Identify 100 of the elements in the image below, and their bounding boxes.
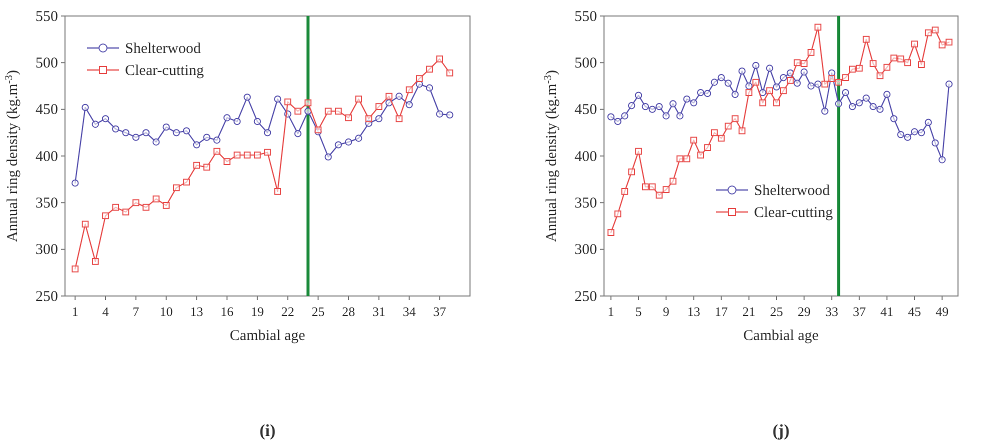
point: [112, 125, 120, 133]
point: [234, 152, 241, 158]
point: [897, 130, 904, 138]
point: [386, 92, 392, 100]
point: [773, 99, 780, 106]
point: [112, 204, 120, 211]
point: [710, 78, 718, 86]
point: [835, 78, 842, 86]
point: [697, 152, 704, 158]
point: [897, 56, 904, 62]
point: [274, 95, 282, 103]
point: [132, 134, 140, 141]
point: [132, 199, 140, 206]
point: [669, 100, 677, 108]
point: [780, 74, 788, 82]
point: [628, 102, 636, 110]
point: [766, 87, 774, 94]
point: [786, 76, 794, 84]
point: [738, 67, 746, 75]
point: [814, 80, 822, 88]
y-tick-label: 550: [36, 8, 58, 25]
point: [142, 204, 150, 211]
x-tick-label: 37: [852, 304, 866, 319]
point: [213, 136, 220, 144]
point: [614, 118, 622, 126]
point: [244, 94, 251, 101]
point: [732, 90, 739, 98]
point: [436, 56, 444, 62]
point: [821, 80, 828, 88]
point: [724, 80, 732, 87]
point: [862, 36, 870, 43]
x-tick-label: 41: [880, 304, 894, 319]
x-tick-label: 25: [312, 304, 325, 319]
point: [304, 99, 312, 106]
point: [344, 138, 352, 146]
point: [945, 80, 953, 88]
point: [911, 40, 918, 48]
x-tick-label: 13: [687, 304, 700, 319]
x-tick-label: 22: [281, 304, 294, 319]
point: [718, 74, 725, 82]
point: [938, 156, 946, 164]
point: [607, 113, 614, 120]
point: [304, 108, 312, 115]
point: [835, 100, 842, 108]
point: [396, 92, 403, 100]
point: [904, 134, 912, 141]
x-tick-label: 10: [160, 304, 173, 319]
point: [244, 152, 251, 158]
point: [732, 115, 739, 122]
point: [648, 183, 656, 190]
y-tick-label: 250: [36, 288, 58, 305]
point: [628, 168, 636, 176]
point: [294, 108, 302, 115]
point: [842, 88, 850, 96]
point: [621, 188, 628, 195]
point: [924, 29, 932, 36]
point: [800, 60, 808, 68]
point: [406, 101, 413, 108]
point: [918, 61, 925, 68]
point: [683, 95, 690, 103]
point: [142, 129, 150, 136]
point: [102, 212, 109, 220]
point: [842, 74, 849, 82]
point: [856, 99, 863, 106]
y-tick-label: 300: [36, 242, 58, 258]
point: [634, 92, 642, 99]
x-tick-label: 5: [635, 304, 642, 319]
point: [932, 139, 939, 147]
point: [193, 141, 200, 148]
point: [870, 60, 877, 68]
y-tick-label: 450: [574, 102, 597, 118]
point: [794, 80, 801, 87]
point: [203, 164, 210, 171]
point: [676, 155, 684, 162]
point: [642, 183, 649, 190]
point: [446, 111, 454, 119]
point: [890, 115, 898, 122]
point: [738, 127, 746, 134]
y-tick-label: 450: [36, 102, 58, 118]
x-tick-label: 19: [250, 304, 264, 319]
point: [766, 64, 774, 72]
point: [794, 59, 801, 66]
point: [213, 148, 220, 155]
point: [324, 153, 332, 161]
point: [862, 94, 870, 102]
point: [614, 210, 622, 218]
point: [772, 83, 780, 91]
y-tick-label: 500: [574, 55, 597, 72]
point: [72, 179, 79, 187]
y-tick-label: 300: [574, 242, 597, 258]
point: [621, 112, 628, 120]
legend-label: Shelterwood: [754, 183, 830, 199]
x-tick-label: 4: [102, 304, 110, 319]
point: [264, 148, 271, 156]
point: [910, 128, 918, 136]
x-tick-label: 29: [798, 304, 811, 319]
x-tick-label: 13: [190, 304, 204, 319]
point: [334, 108, 342, 115]
x-tick-label: 21: [742, 304, 756, 319]
point: [814, 24, 822, 31]
